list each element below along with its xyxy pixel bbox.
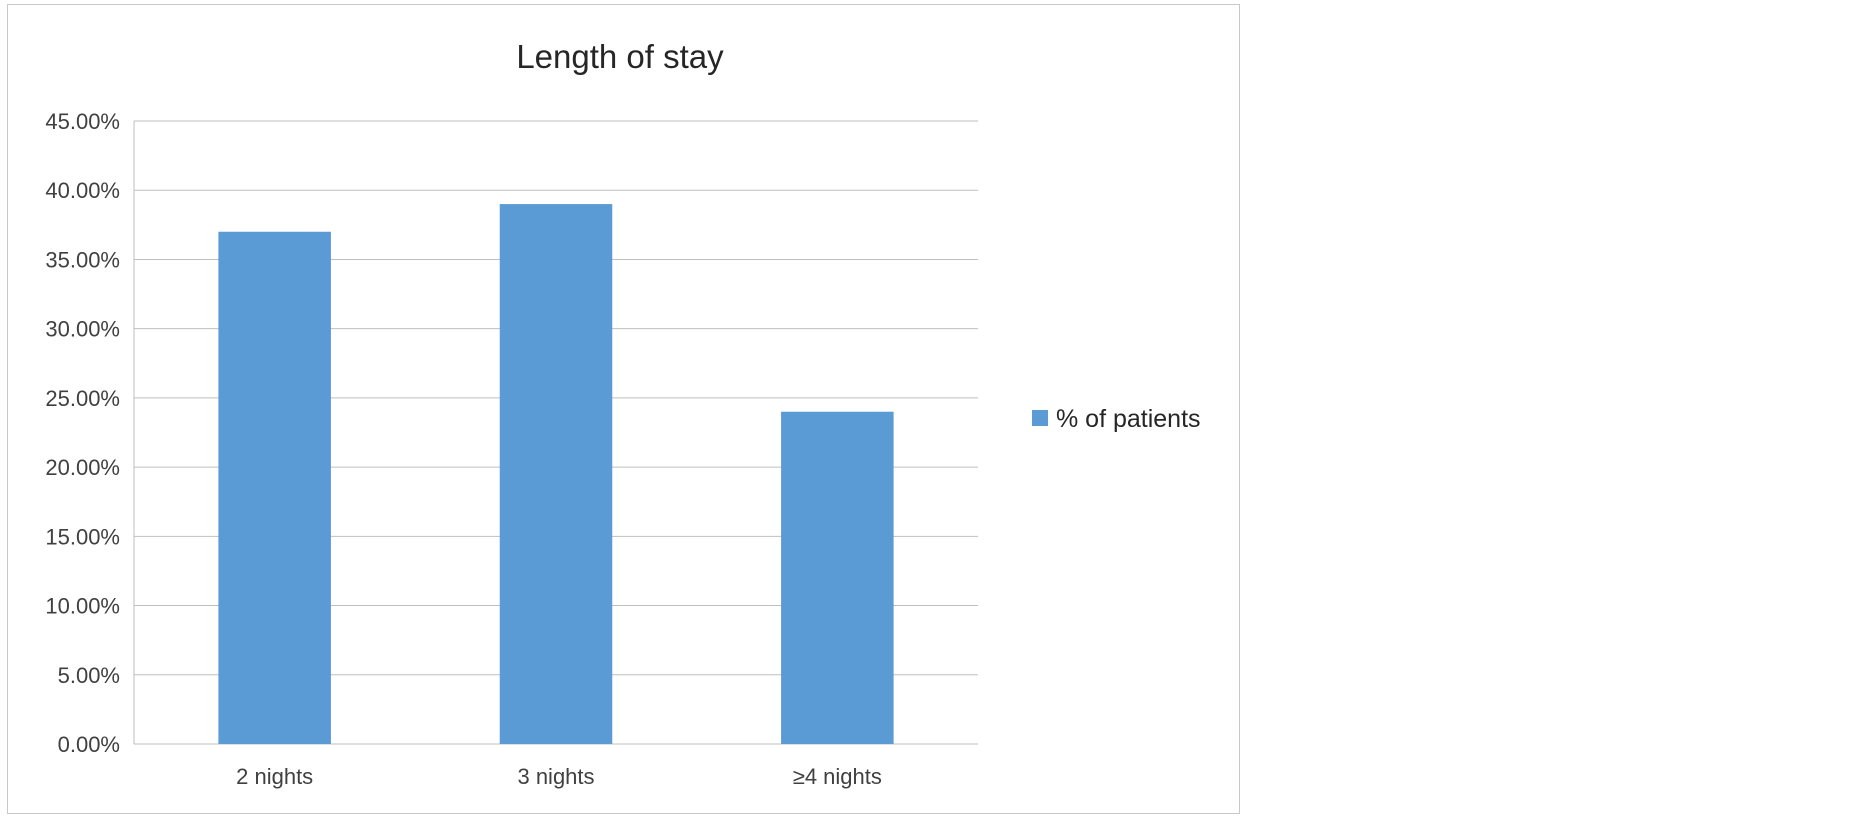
x-tick-label: 3 nights: [517, 764, 594, 789]
bars: [218, 204, 894, 745]
x-tick-label: 2 nights: [236, 764, 313, 789]
y-tick-label: 10.00%: [45, 594, 120, 619]
y-tick-label: 20.00%: [45, 455, 120, 480]
y-tick-label: 15.00%: [45, 524, 120, 549]
bar: [781, 411, 894, 744]
y-tick-label: 40.00%: [45, 178, 120, 203]
y-tick-label: 25.00%: [45, 386, 120, 411]
y-tick-label: 30.00%: [45, 317, 120, 342]
bar: [218, 231, 331, 744]
y-tick-label: 45.00%: [45, 109, 120, 134]
x-axis: 2 nights 3 nights ≥4 nights: [236, 764, 882, 789]
chart-title: Length of stay: [516, 38, 724, 75]
legend-swatch: [1032, 410, 1048, 426]
y-tick-label: 35.00%: [45, 247, 120, 272]
x-tick-label: ≥4 nights: [793, 764, 882, 789]
y-tick-label: 0.00%: [58, 732, 120, 757]
bar: [499, 204, 613, 745]
y-tick-label: 5.00%: [58, 663, 120, 688]
legend: % of patients: [1032, 405, 1201, 433]
legend-label: % of patients: [1056, 405, 1201, 433]
y-axis: 0.00% 5.00% 10.00% 15.00% 20.00% 25.00% 30.00%…: [45, 109, 120, 757]
chart-frame: [7, 4, 1240, 814]
